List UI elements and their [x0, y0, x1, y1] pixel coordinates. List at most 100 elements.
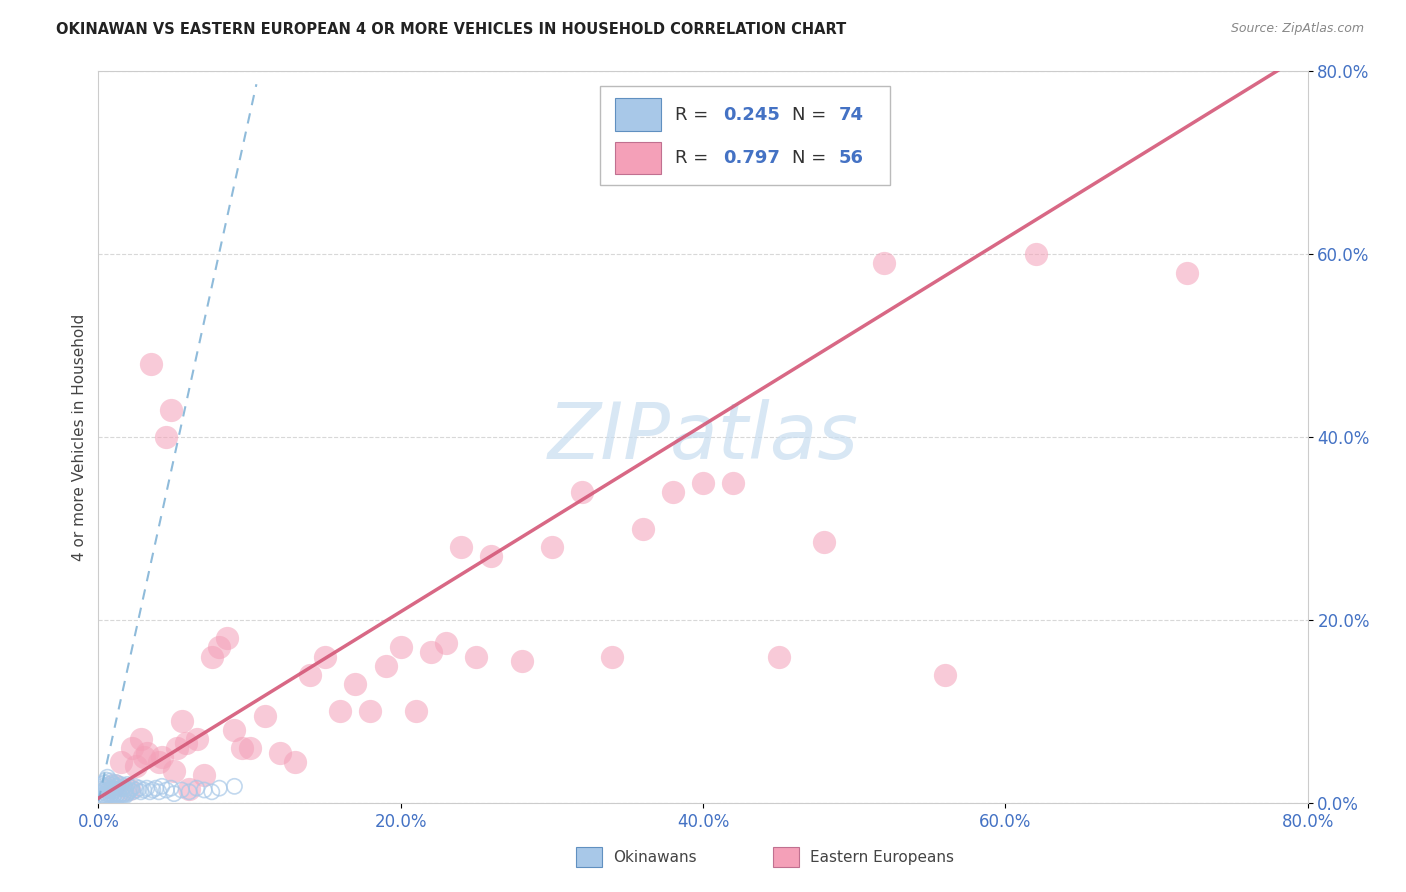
Point [631, 521, 654, 535]
Point [129, 731, 152, 746]
Point [129, 785, 152, 799]
Point [224, 780, 246, 794]
Point [94, 772, 117, 787]
Point [124, 780, 146, 794]
Point [110, 755, 132, 769]
Point [94, 781, 117, 796]
Point [111, 781, 134, 796]
Point [103, 789, 125, 803]
Text: Source: ZipAtlas.com: Source: ZipAtlas.com [1230, 22, 1364, 36]
Point [135, 746, 157, 760]
Point [90, 778, 112, 792]
Point [420, 645, 443, 659]
Point [98, 778, 121, 792]
Point [299, 667, 322, 681]
Point [104, 780, 127, 794]
Point [231, 740, 253, 755]
Point [450, 540, 472, 554]
Point [314, 649, 336, 664]
Point [215, 632, 238, 646]
FancyBboxPatch shape [600, 86, 890, 185]
Point [208, 781, 231, 796]
Text: Eastern Europeans: Eastern Europeans [810, 850, 953, 864]
Point [465, 649, 488, 664]
Point [103, 784, 125, 798]
Point [145, 781, 167, 796]
Point [934, 667, 956, 681]
Point [510, 654, 533, 668]
Point [121, 781, 143, 796]
Point [100, 783, 122, 797]
Point [692, 475, 714, 490]
Text: Okinawans: Okinawans [613, 850, 696, 864]
Y-axis label: 4 or more Vehicles in Household: 4 or more Vehicles in Household [72, 313, 87, 561]
Point [107, 787, 129, 801]
Point [108, 789, 131, 803]
Point [114, 789, 136, 803]
Point [208, 640, 231, 655]
Text: 0.797: 0.797 [724, 149, 780, 167]
Point [148, 755, 170, 769]
Bar [614, 142, 661, 175]
Point [141, 357, 163, 371]
Point [166, 740, 188, 755]
Point [170, 714, 193, 728]
Point [360, 705, 382, 719]
Point [103, 778, 125, 792]
Point [239, 740, 262, 755]
Point [201, 649, 224, 664]
Point [139, 785, 162, 799]
Point [253, 709, 276, 723]
Point [179, 782, 201, 797]
Point [118, 782, 141, 797]
Point [163, 787, 186, 801]
Text: 74: 74 [838, 106, 863, 124]
Point [768, 649, 790, 664]
Point [602, 649, 624, 664]
Point [142, 783, 165, 797]
Point [94, 787, 117, 801]
Point [160, 781, 183, 796]
Point [170, 783, 193, 797]
Text: R =: R = [675, 106, 714, 124]
Point [110, 787, 132, 801]
Point [105, 783, 128, 797]
Point [110, 778, 132, 792]
Point [93, 789, 115, 803]
Point [125, 759, 148, 773]
Text: N =: N = [793, 149, 832, 167]
Point [111, 789, 134, 803]
Point [101, 775, 124, 789]
Point [179, 785, 201, 799]
Point [186, 731, 208, 746]
Point [91, 780, 114, 794]
Point [98, 787, 121, 801]
Point [125, 783, 148, 797]
Point [96, 770, 118, 784]
Point [540, 540, 562, 554]
Point [155, 430, 177, 444]
Point [104, 787, 127, 801]
Point [813, 535, 835, 549]
Point [112, 787, 135, 801]
Point [93, 783, 115, 797]
Point [224, 723, 246, 737]
Point [115, 787, 138, 801]
Point [96, 780, 118, 794]
Point [405, 705, 427, 719]
Point [1175, 266, 1198, 280]
Point [193, 768, 215, 782]
Point [101, 787, 124, 801]
Point [105, 775, 128, 789]
Point [118, 785, 141, 799]
Point [96, 789, 118, 803]
Point [155, 783, 177, 797]
Point [105, 789, 128, 803]
Point [150, 780, 173, 794]
Point [344, 677, 367, 691]
Point [723, 475, 745, 490]
Point [100, 789, 122, 803]
Point [107, 780, 129, 794]
Point [101, 781, 124, 796]
Point [1024, 247, 1046, 261]
